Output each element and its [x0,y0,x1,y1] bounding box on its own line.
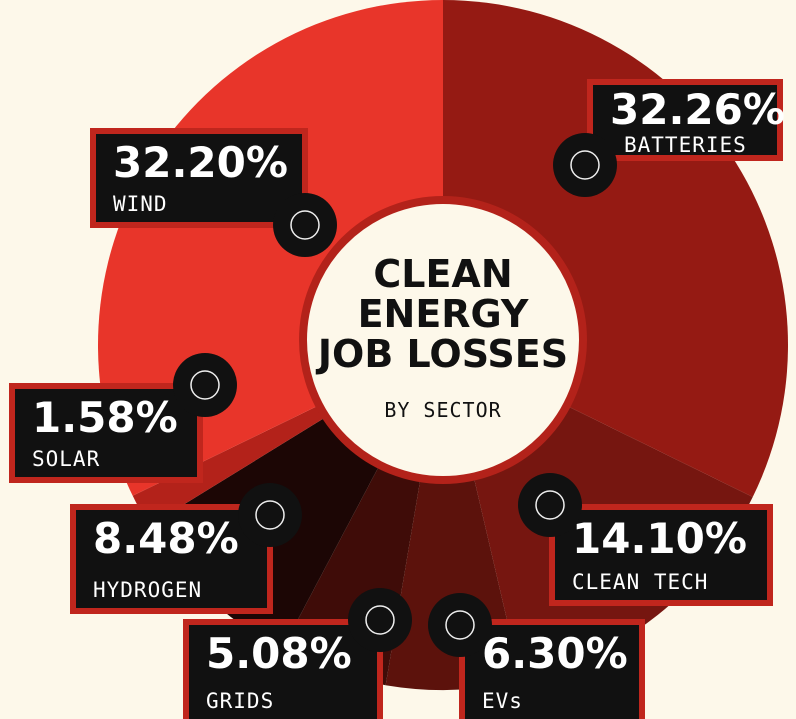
category-label: CLEAN TECH [572,570,708,594]
label-box [549,504,773,606]
category-label: SOLAR [32,447,100,471]
value-label: 6.30% [482,629,628,678]
category-label: WIND [113,192,168,216]
category-label: EVs [482,689,523,713]
value-label: 5.08% [206,629,352,678]
category-label: GRIDS [206,689,274,713]
label-box [183,619,383,719]
value-label: 14.10% [572,514,747,563]
label-box [459,619,645,719]
icon-detail [290,210,320,240]
value-label: 8.48% [93,514,239,563]
category-label: HYDROGEN [93,578,202,602]
icon [518,473,582,537]
icon-detail [190,370,220,400]
center-circle [299,196,587,484]
icon-detail [445,610,475,640]
icon [173,353,237,417]
chart-subtitle: BY SECTOR [384,398,502,422]
chart-title: CLEAN ENERGY JOB LOSSES [317,252,569,376]
value-label: 1.58% [32,393,178,442]
category-label: BATTERIES [624,133,747,157]
icon [428,593,492,657]
value-label: 32.20% [113,138,288,187]
icon-detail [365,605,395,635]
slice [385,345,522,690]
labels: 32.26%BATTERIES 14.10% CLEAN TECH 6.30% EVs 5… [9,79,785,719]
icon-detail [570,150,600,180]
icon [553,133,617,197]
notch [381,692,461,719]
icon [348,588,412,652]
label-box [9,383,203,483]
icon [238,483,302,547]
icon-detail [535,490,565,520]
label-box [587,79,783,161]
value-label: 32.26% [610,85,785,134]
icon-detail [255,500,285,530]
icon [273,193,337,257]
label-box [90,128,308,228]
label-box [70,504,273,614]
